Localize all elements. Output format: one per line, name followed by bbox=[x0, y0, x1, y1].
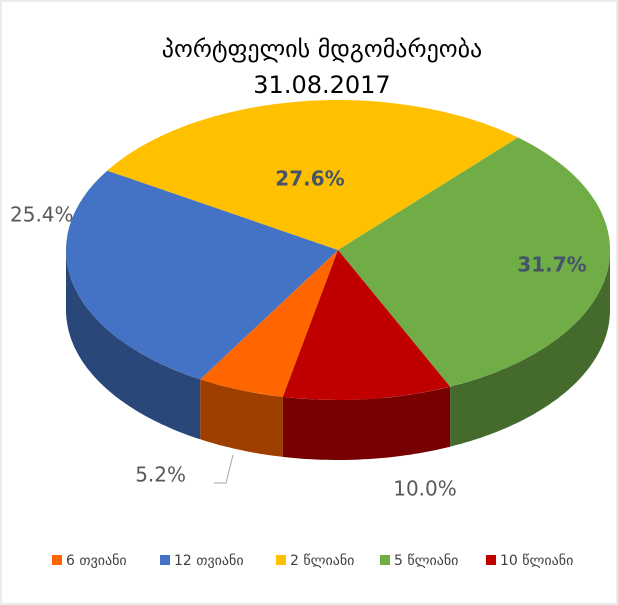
pie-slice bbox=[107, 99, 518, 250]
chart-title: პორტფელის მდგომარეობა bbox=[162, 35, 482, 63]
pie-side bbox=[450, 250, 610, 447]
chart-subtitle: 31.08.2017 bbox=[253, 71, 390, 99]
pie-side bbox=[66, 250, 201, 440]
data-label: 27.6% bbox=[275, 167, 344, 191]
legend-swatch bbox=[276, 555, 286, 565]
pie-side bbox=[200, 379, 283, 457]
pie-slice bbox=[65, 170, 339, 380]
data-label: 5.2% bbox=[135, 463, 186, 487]
pie-slice bbox=[282, 250, 451, 400]
legend-label: 10 წლიანი bbox=[500, 553, 573, 569]
pie-slice bbox=[338, 137, 610, 387]
legend-label: 5 წლიანი bbox=[394, 553, 458, 569]
data-label: 10.0% bbox=[393, 477, 457, 501]
legend-label: 2 წლიანი bbox=[290, 553, 354, 569]
pie-slice bbox=[200, 250, 338, 397]
legend-swatch bbox=[486, 555, 496, 565]
leader-line bbox=[214, 454, 234, 484]
pie-side bbox=[282, 386, 451, 460]
legend-swatch bbox=[380, 555, 390, 565]
legend-label: 6 თვიანი bbox=[66, 553, 127, 569]
legend-swatch bbox=[52, 555, 62, 565]
legend-label: 12 თვიანი bbox=[174, 553, 244, 569]
data-label: 31.7% bbox=[517, 253, 586, 277]
data-label: 25.4% bbox=[10, 203, 74, 227]
legend-swatch bbox=[160, 555, 170, 565]
